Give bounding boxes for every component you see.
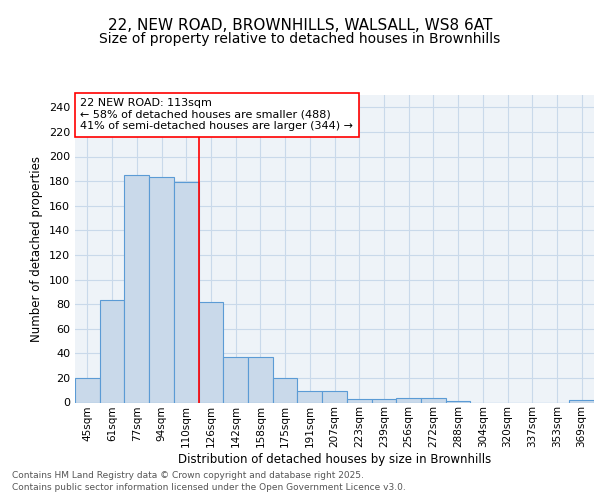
- Bar: [273, 378, 298, 402]
- Bar: [298, 392, 322, 402]
- Bar: [124, 175, 149, 402]
- Bar: [75, 378, 100, 402]
- Bar: [371, 399, 396, 402]
- X-axis label: Distribution of detached houses by size in Brownhills: Distribution of detached houses by size …: [178, 453, 491, 466]
- Bar: [347, 399, 371, 402]
- Text: 22 NEW ROAD: 113sqm
← 58% of detached houses are smaller (488)
41% of semi-detac: 22 NEW ROAD: 113sqm ← 58% of detached ho…: [80, 98, 353, 132]
- Bar: [396, 398, 421, 402]
- Text: 22, NEW ROAD, BROWNHILLS, WALSALL, WS8 6AT: 22, NEW ROAD, BROWNHILLS, WALSALL, WS8 6…: [108, 18, 492, 32]
- Bar: [322, 392, 347, 402]
- Text: Contains HM Land Registry data © Crown copyright and database right 2025.: Contains HM Land Registry data © Crown c…: [12, 471, 364, 480]
- Bar: [569, 400, 594, 402]
- Bar: [100, 300, 124, 402]
- Y-axis label: Number of detached properties: Number of detached properties: [31, 156, 43, 342]
- Text: Size of property relative to detached houses in Brownhills: Size of property relative to detached ho…: [100, 32, 500, 46]
- Bar: [421, 398, 446, 402]
- Bar: [199, 302, 223, 402]
- Bar: [174, 182, 199, 402]
- Bar: [223, 357, 248, 403]
- Bar: [248, 357, 273, 403]
- Text: Contains public sector information licensed under the Open Government Licence v3: Contains public sector information licen…: [12, 484, 406, 492]
- Bar: [149, 178, 174, 402]
